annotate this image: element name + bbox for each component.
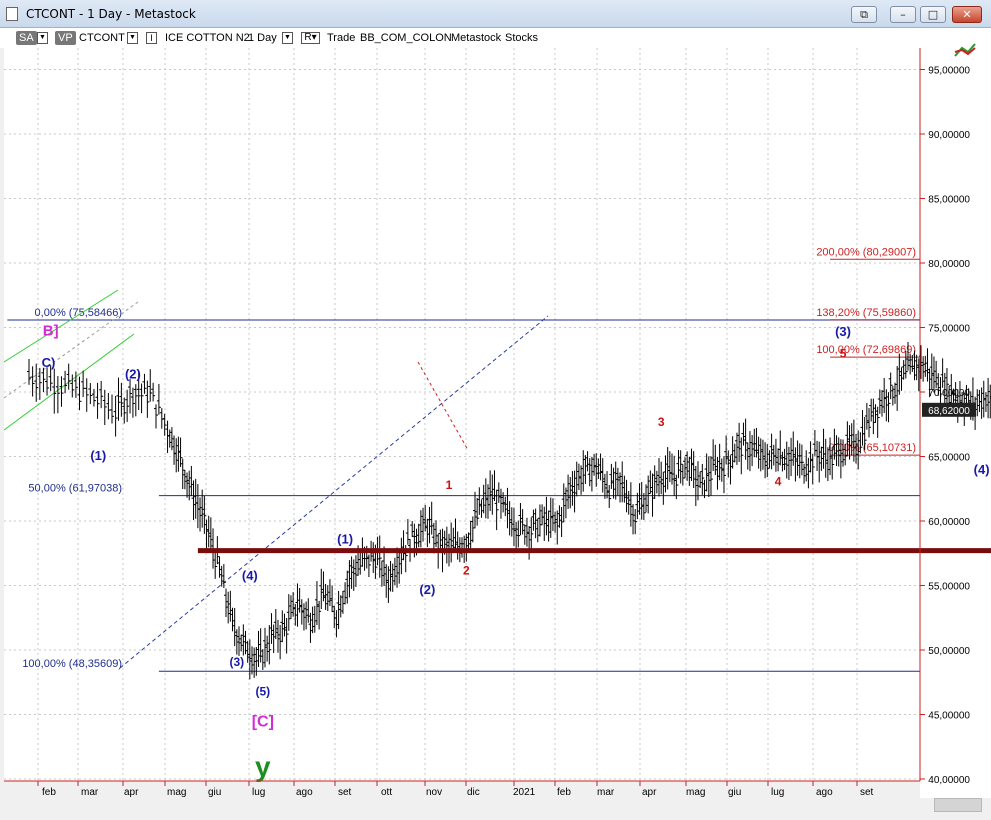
restore-down-button[interactable]: ⧉: [851, 6, 877, 23]
level-label: 200,00% (80,29007): [816, 246, 916, 258]
wave-4-projection: [417, 361, 469, 451]
x-tick-label: set: [860, 787, 874, 798]
y-tick-label: 60,00000: [928, 517, 970, 528]
wave-label: 1: [446, 478, 453, 492]
grid: [4, 48, 920, 781]
sa-button[interactable]: SA: [16, 31, 37, 45]
x-tick-label: lug: [252, 787, 265, 798]
x-tick-label: mar: [81, 787, 99, 798]
y-tick-label: 45,00000: [928, 711, 970, 722]
x-tick-label: apr: [642, 787, 657, 798]
x-tick-label: lug: [771, 787, 784, 798]
wave-label: 4: [775, 474, 782, 488]
y-tick-label: 70,00000: [928, 388, 970, 399]
horizontal-scrollbar[interactable]: [934, 798, 982, 812]
y-tick-label: 65,00000: [928, 453, 970, 464]
app-label: Metastock: [451, 32, 502, 44]
wave-label: (4): [242, 568, 258, 583]
wave-labels: (c)[C][A](5)(3)534(4)[B]12(1)(2)(4)(3)(5…: [42, 322, 990, 782]
channel-upper-line: [3, 289, 119, 363]
wave-label: (3): [230, 655, 245, 669]
x-tick-label: set: [338, 787, 352, 798]
x-tick-label: ott: [381, 787, 392, 798]
wave-label: 3: [658, 415, 665, 429]
x-tick-label: dic: [467, 787, 480, 798]
symbol-label: CTCONT: [79, 32, 125, 44]
wave-label: (2): [419, 582, 435, 597]
toggle-icon[interactable]: I: [146, 32, 157, 44]
window-title: CTCONT - 1 Day - Metastock: [26, 7, 196, 21]
wave-label: (1): [90, 448, 106, 463]
y-tick-label: 80,00000: [928, 259, 970, 270]
y-tick-label: 50,00000: [928, 646, 970, 657]
fibonacci-levels: 0,00% (75,58466) 50,00% (61,97038) 100,00%…: [7, 246, 920, 672]
wave-label: (5): [255, 685, 270, 699]
wave-label: 2: [463, 563, 470, 577]
x-tick-label: ago: [816, 787, 833, 798]
x-tick-label: giu: [208, 787, 221, 798]
x-tick-label: giu: [728, 787, 741, 798]
wave-label: (3): [835, 324, 851, 339]
level-label: 0,00% (75,58466): [35, 307, 122, 319]
level-label: 50,00% (61,97038): [28, 483, 122, 495]
wave-label: [C]: [252, 714, 274, 731]
x-axis: feb mar apr mag giu lug ago set ott nov dic 2021 feb…: [37, 781, 874, 798]
trendline-dashed: [119, 315, 549, 669]
x-tick-label: feb: [557, 787, 571, 798]
period-dropdown-icon[interactable]: ▼: [282, 32, 293, 44]
maximize-button[interactable]: □: [920, 6, 946, 23]
support-line-group: 57,33: [197, 548, 991, 554]
source-label: BB_COM_COLON: [360, 32, 452, 44]
x-tick-label: apr: [124, 787, 139, 798]
indicator-icon[interactable]: [954, 43, 976, 57]
wave-label: C): [42, 355, 56, 370]
y-tick-label: 40,00000: [928, 775, 970, 786]
chart-toolbar: [0, 28, 991, 48]
wave-label: y: [255, 751, 271, 782]
x-tick-label: mag: [686, 787, 705, 798]
y-axis: 40,00000 45,00000 50,00000 55,00000 60,00000…: [920, 66, 976, 786]
y-tick-label: 85,00000: [928, 195, 970, 206]
period-label: 1 Day: [248, 32, 277, 44]
price-bars: [27, 341, 991, 680]
y-tick-label: 90,00000: [928, 130, 970, 141]
level-label: 100,00% (48,35609): [22, 658, 122, 670]
x-tick-label: feb: [42, 787, 56, 798]
app-icon: [6, 7, 18, 21]
level-label: 100,00% (72,69869): [816, 344, 916, 356]
wave-label: 5: [840, 347, 847, 361]
last-price-label: 68,62000: [928, 406, 970, 417]
x-tick-label: mag: [167, 787, 186, 798]
sa-dropdown-icon[interactable]: ▼: [37, 32, 48, 44]
wave-label: (4): [974, 462, 990, 477]
x-tick-label: nov: [426, 787, 442, 798]
last-price-box: [922, 402, 976, 417]
price-axis-panel: [920, 48, 991, 798]
window-title-bar[interactable]: CTCONT - 1 Day - Metastock ⧉ – □ ✕: [0, 0, 991, 28]
wave-label: (2): [125, 367, 141, 382]
trade-label: Trade: [327, 32, 356, 44]
plot-area: [4, 48, 920, 781]
x-tick-label: 2021: [513, 787, 536, 798]
security-name: ICE COTTON N2: [165, 32, 250, 44]
close-button[interactable]: ✕: [952, 6, 982, 23]
x-tick-label: ago: [296, 787, 313, 798]
y-tick-label: 95,00000: [928, 66, 970, 77]
r-button[interactable]: R▾: [301, 32, 320, 44]
wave-label: B]: [43, 322, 59, 339]
level-label: 138,20% (75,59860): [816, 307, 916, 319]
level-label: 0,00% (65,10731): [829, 442, 916, 454]
y-tick-label: 75,00000: [928, 324, 970, 335]
x-tick-label: mar: [597, 787, 615, 798]
vp-button[interactable]: VP: [55, 31, 76, 45]
wave-label: (1): [337, 532, 353, 547]
symbol-dropdown-icon[interactable]: ▼: [127, 32, 138, 44]
r-button-label: R: [304, 32, 312, 43]
minimize-button[interactable]: –: [890, 6, 916, 23]
y-tick-label: 55,00000: [928, 582, 970, 593]
kind-label: Stocks: [505, 32, 539, 44]
